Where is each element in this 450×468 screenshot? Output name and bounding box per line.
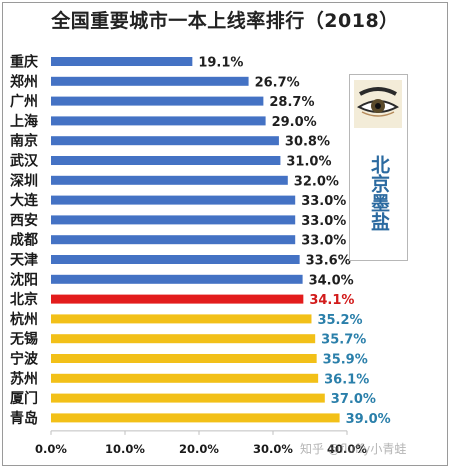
bar [51,235,296,245]
data-label: 37.0% [331,392,376,407]
data-label: 28.7% [269,95,314,110]
bar [51,413,340,423]
category-label: 成都 [10,232,38,249]
x-tick-label: 0.0% [35,442,67,456]
category-label: 大连 [10,192,39,209]
data-label: 26.7% [255,75,300,90]
category-label: 上海 [10,113,38,130]
category-label: 天津 [10,252,38,269]
bar [51,156,281,165]
brand-panel: 北京墨盐 [349,74,408,261]
bar [51,393,325,403]
data-label: 33.0% [301,194,346,209]
category-label: 沈阳 [10,271,38,288]
bar [51,294,304,304]
data-label: 39.0% [346,412,391,427]
data-label: 33.0% [301,234,346,249]
data-label: 32.0% [294,174,339,189]
bar [51,215,296,225]
bar [51,373,319,383]
data-label: 19.1% [198,56,243,71]
x-tick-label: 40.0% [327,442,367,456]
data-label: 35.7% [321,333,366,348]
data-label: 33.0% [301,214,346,229]
bar [51,195,296,205]
data-label: 35.2% [317,313,362,328]
data-label: 36.1% [324,372,369,387]
brand-name: 北京墨盐 [368,155,390,231]
data-label: 29.0% [272,115,317,130]
bar [51,76,249,86]
bar [51,136,279,146]
bar [51,274,303,284]
data-label: 34.1% [309,293,354,308]
category-label: 杭州 [10,311,38,328]
bar [51,175,288,185]
category-label: 郑州 [10,73,38,90]
category-label: 无锡 [9,331,38,348]
bar [51,96,264,106]
bar [51,255,300,264]
data-label: 35.9% [323,353,368,368]
x-tick-label: 30.0% [253,442,293,456]
bar [51,57,193,66]
bar [51,354,317,363]
category-label: 南京 [10,133,38,150]
x-tick-label: 10.0% [105,442,145,456]
data-label: 34.0% [309,273,354,288]
data-label: 30.8% [285,135,330,150]
category-label: 广州 [10,93,38,110]
bar [51,334,316,344]
bar [51,314,312,324]
category-label: 苏州 [10,370,38,387]
watermark-text: 知乎 @fluffy小青蛙 [300,442,407,456]
category-label: 宁波 [10,351,39,368]
chart-title: 全国重要城市一本上线率排行（2018） [51,10,399,32]
category-label: 北京 [10,291,38,308]
category-label: 西安 [10,212,38,229]
x-tick-label: 20.0% [179,442,219,456]
category-label: 青岛 [10,410,38,427]
bar [51,116,266,126]
eye-logo-icon [354,80,402,128]
data-label: 31.0% [286,155,331,170]
category-label: 厦门 [10,390,38,407]
category-label: 深圳 [10,172,38,189]
data-label: 33.6% [306,254,351,269]
category-label: 重庆 [10,54,38,71]
category-label: 武汉 [10,153,39,170]
